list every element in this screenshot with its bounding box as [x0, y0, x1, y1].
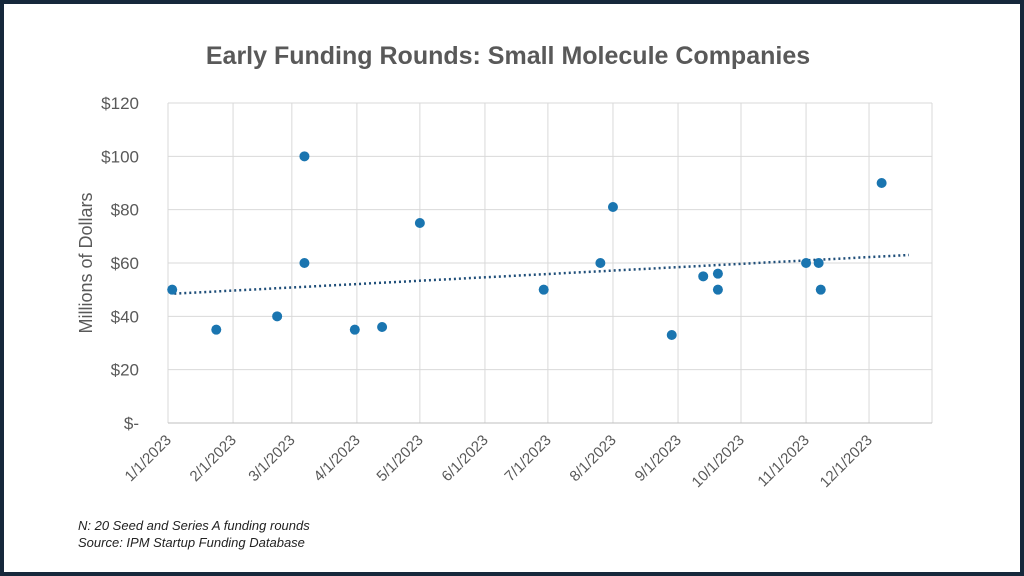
data-point — [712, 284, 723, 295]
data-point — [538, 284, 549, 295]
data-point — [299, 258, 310, 268]
data-point — [607, 202, 618, 212]
data-points — [167, 151, 887, 340]
data-point — [272, 311, 283, 322]
y-tick-label: $100 — [101, 147, 139, 166]
x-tick-label: 10/1/2023 — [689, 432, 748, 491]
y-tick-label: $80 — [111, 201, 139, 220]
data-point — [813, 258, 824, 268]
data-point — [414, 218, 425, 228]
data-point — [167, 284, 178, 295]
y-tick-label: $40 — [111, 307, 139, 326]
data-point — [377, 322, 388, 332]
x-tick-label: 2/1/2023 — [187, 432, 240, 485]
x-tick-label: 3/1/2023 — [245, 432, 298, 485]
data-point — [815, 284, 826, 295]
data-point — [698, 271, 709, 282]
y-tick-label: $20 — [111, 361, 139, 380]
data-point — [666, 330, 677, 340]
y-tick-label: $60 — [111, 254, 139, 273]
x-tick-label: 12/1/2023 — [817, 432, 876, 491]
data-point — [211, 324, 222, 335]
y-axis-title: Millions of Dollars — [76, 192, 96, 333]
chart-title: Early Funding Rounds: Small Molecule Com… — [205, 42, 811, 70]
sample-size-note: N: 20 Seed and Series A funding rounds — [78, 518, 310, 533]
x-tick-label: 8/1/2023 — [566, 432, 619, 485]
x-tick-label: 7/1/2023 — [501, 432, 554, 485]
data-point — [349, 324, 360, 335]
x-tick-label: 9/1/2023 — [632, 432, 685, 485]
x-tick-label: 5/1/2023 — [373, 432, 426, 485]
source-note: Source: IPM Startup Funding Database — [78, 535, 305, 550]
y-tick-label: $- — [124, 414, 139, 433]
y-tick-label: $120 — [101, 94, 139, 113]
data-point — [801, 258, 812, 268]
x-tick-label: 11/1/2023 — [754, 432, 812, 490]
data-point — [712, 268, 723, 279]
data-point — [876, 178, 887, 188]
data-point — [595, 258, 606, 268]
x-tick-label: 4/1/2023 — [310, 432, 363, 485]
x-tick-label: 1/1/2023 — [122, 432, 175, 485]
x-tick-label: 6/1/2023 — [438, 432, 491, 485]
data-point — [299, 151, 310, 162]
